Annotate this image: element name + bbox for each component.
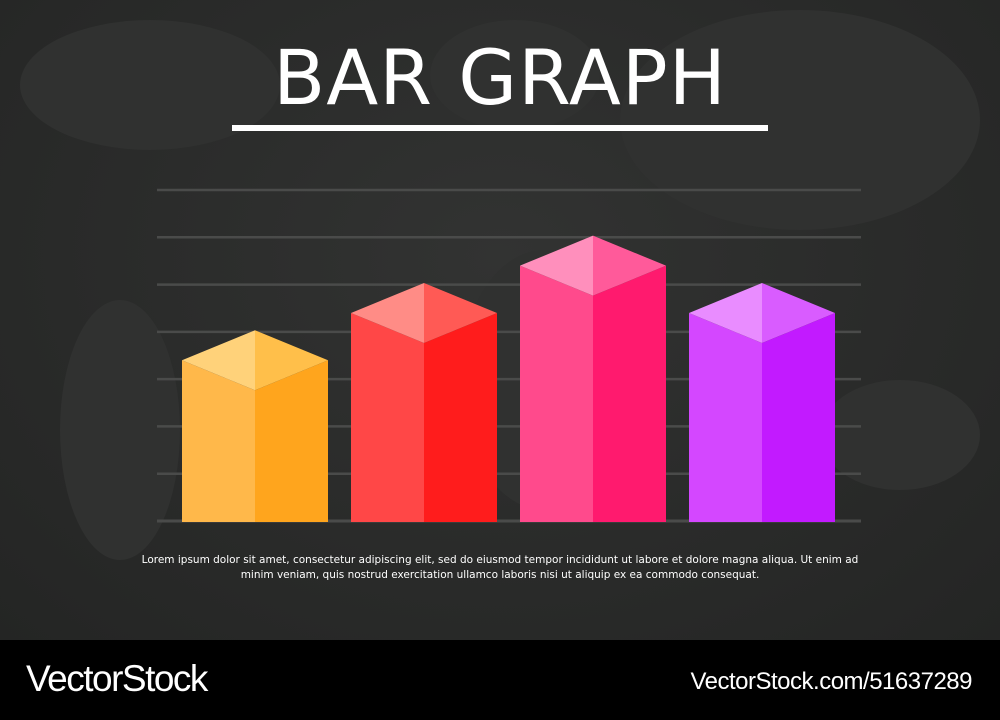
bar-side-face	[593, 265, 666, 522]
page-title: BAR GRAPH	[273, 33, 727, 122]
bar-top-right-facet	[593, 235, 666, 296]
bar-top-right-facet	[762, 282, 835, 343]
bar-chart	[157, 188, 861, 523]
bar-top-right-facet	[424, 282, 497, 343]
chart-bar-3	[520, 235, 666, 522]
world-map-europe-shape	[430, 20, 600, 130]
bar-top-left-facet	[520, 235, 593, 296]
bar-front-face	[520, 265, 593, 522]
poster-background: BAR GRAPH Lorem ipsum dolor sit amet, co…	[0, 0, 1000, 640]
bar-top-left-facet	[351, 282, 424, 343]
bar-side-face	[762, 312, 835, 522]
chart-bar-1	[182, 330, 328, 522]
bar-side-face	[255, 360, 328, 522]
world-map-asia-shape	[620, 10, 980, 230]
bar-front-face	[689, 312, 762, 522]
bar-front-face	[351, 312, 424, 522]
chart-bar-2	[351, 282, 497, 522]
image-reference: VectorStock.com/51637289	[690, 668, 972, 695]
bar-top-right-facet	[255, 330, 328, 391]
brand-logo: VectorStock	[26, 658, 208, 699]
world-map-south-america-shape	[60, 300, 180, 560]
bar-side-face	[424, 312, 497, 522]
bar-front-face	[182, 360, 255, 522]
title-underline	[232, 125, 768, 131]
footer-bar: VectorStock VectorStock.com/51637289	[0, 640, 1000, 720]
world-map-australia-shape	[820, 380, 980, 490]
chart-caption: Lorem ipsum dolor sit amet, consectetur …	[141, 554, 859, 581]
chart-bar-4	[689, 282, 835, 522]
chart-bars	[182, 235, 835, 522]
bar-top-left-facet	[182, 330, 255, 391]
bar-top-left-facet	[689, 282, 762, 343]
